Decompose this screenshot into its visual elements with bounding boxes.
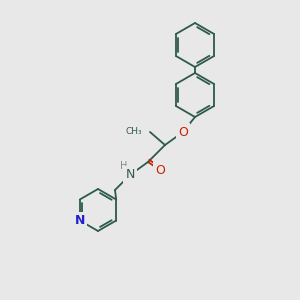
Text: N: N <box>125 169 135 182</box>
Text: N: N <box>75 214 85 227</box>
Text: H: H <box>120 161 127 171</box>
Text: CH₃: CH₃ <box>125 128 142 136</box>
Text: O: O <box>155 164 165 176</box>
Text: O: O <box>178 125 188 139</box>
